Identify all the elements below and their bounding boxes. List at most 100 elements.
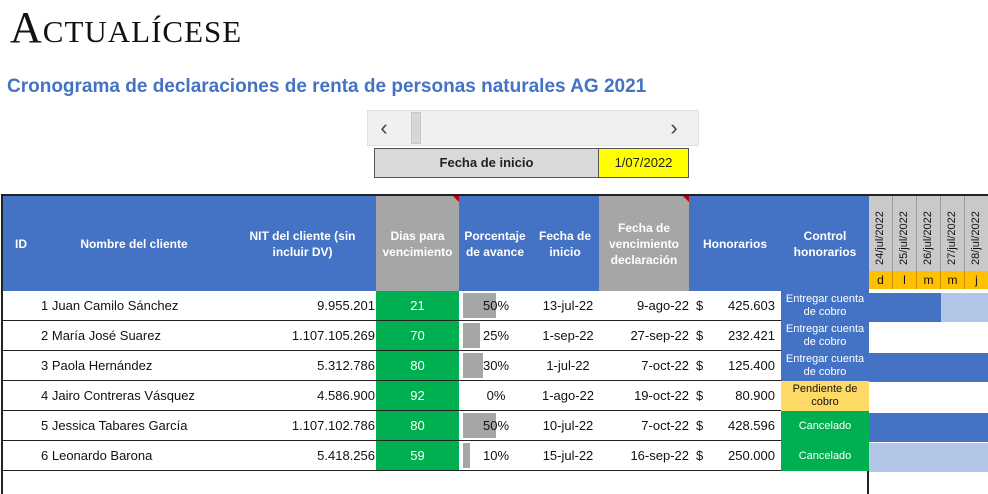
currency-symbol: $ (696, 418, 704, 433)
gantt-date-label: 27/jul/2022 (946, 211, 958, 265)
gantt-cell (917, 413, 941, 442)
client-name: Leonardo Barona (51, 448, 153, 463)
control-honorarios-cell[interactable]: Cancelado (781, 411, 869, 441)
fecha-inicio-cell[interactable]: 10-jul-22 (542, 418, 594, 433)
fecha-inicio-cell[interactable]: 1-ago-22 (541, 388, 595, 403)
table-row[interactable]: 3 Paola Hernández 5.312.786 80 30% 1-jul… (3, 351, 869, 381)
porcentaje-cell[interactable]: 10% (461, 441, 531, 470)
scroll-right-icon[interactable]: › (670, 115, 678, 140)
dias-cell[interactable]: 21 (376, 291, 459, 320)
gantt-cell (965, 293, 988, 322)
table-row[interactable]: 2 María José Suarez 1.107.105.269 70 25%… (3, 321, 869, 351)
fecha-inicio-cell[interactable]: 15-jul-22 (542, 448, 594, 463)
nit-cell[interactable]: 9.955.201 (317, 298, 375, 313)
dias-cell[interactable]: 70 (376, 321, 459, 350)
gantt-cell (941, 443, 965, 472)
gantt-date-header: 27/jul/2022 (941, 196, 965, 271)
fecha-inicio-cell[interactable]: 13-jul-22 (542, 298, 594, 313)
dias-cell[interactable]: 80 (376, 351, 459, 380)
currency-symbol: $ (696, 358, 704, 373)
client-name-cell[interactable]: 5 Jessica Tabares García (41, 411, 291, 440)
gantt-cell (965, 413, 988, 442)
client-name-cell[interactable]: 4 Jairo Contreras Vásquez (41, 381, 291, 410)
fecha-vencimiento-cell[interactable]: 19-oct-22 (634, 388, 689, 403)
honorarios-cell[interactable]: 80.900 (735, 388, 775, 403)
nit-cell[interactable]: 4.586.900 (317, 388, 375, 403)
control-honorarios-cell[interactable]: Entregar cuenta de cobro (781, 351, 869, 381)
honorarios-cell[interactable]: 250.000 (728, 448, 775, 463)
client-name-cell[interactable]: 3 Paola Hernández (41, 351, 291, 380)
gantt-cell (893, 353, 917, 382)
fecha-inicio-cell[interactable]: 1-jul-22 (546, 358, 590, 373)
currency-symbol: $ (696, 328, 704, 343)
table-row[interactable]: 6 Leonardo Barona 5.418.256 59 10% 15-ju… (3, 441, 869, 471)
nit-cell[interactable]: 5.312.786 (317, 358, 375, 373)
porcentaje-cell[interactable]: 0% (461, 381, 531, 410)
fecha-vencimiento-cell[interactable]: 16-sep-22 (630, 448, 689, 463)
honorarios-cell[interactable]: 232.421 (728, 328, 775, 343)
fecha-inicio-label: Fecha de inicio (374, 148, 599, 178)
client-name-cell[interactable]: 2 María José Suarez (41, 321, 291, 350)
porcentaje-text: 50% (482, 298, 510, 313)
honorarios-cell[interactable]: 428.596 (728, 418, 775, 433)
gantt-cell (965, 383, 988, 412)
scrollbar-thumb[interactable] (411, 112, 421, 144)
nit-cell[interactable]: 1.107.105.269 (291, 328, 375, 343)
gantt-date-label: 26/jul/2022 (922, 211, 934, 265)
nit-cell[interactable]: 1.107.102.786 (291, 418, 375, 433)
gantt-cell (869, 293, 893, 322)
porcentaje-cell[interactable]: 50% (461, 411, 531, 440)
client-name-cell[interactable]: 1 Juan Camilo Sánchez (41, 291, 291, 320)
gantt-date-header: 28/jul/2022 (965, 196, 988, 271)
header-dias-text: Dias para vencimiento (382, 228, 453, 259)
control-honorarios-cell[interactable]: Cancelado (781, 441, 869, 471)
client-id: 3 (41, 358, 49, 373)
table-row[interactable]: 1 Juan Camilo Sánchez 9.955.201 21 50% 1… (3, 291, 869, 321)
gantt-cell (869, 443, 893, 472)
fecha-vencimiento-cell[interactable]: 9-ago-22 (636, 298, 689, 313)
gantt-day-label: m (917, 271, 941, 289)
fecha-vencimiento-cell[interactable]: 7-oct-22 (641, 358, 689, 373)
gantt-cell (941, 323, 965, 352)
dias-cell[interactable]: 80 (376, 411, 459, 440)
fecha-vencimiento-cell[interactable]: 7-oct-22 (641, 418, 689, 433)
gantt-cell (893, 323, 917, 352)
dias-cell[interactable]: 59 (376, 441, 459, 470)
fecha-inicio-input[interactable]: 1/07/2022 (598, 148, 689, 178)
gantt-cell (917, 293, 941, 322)
porcentaje-cell[interactable]: 30% (461, 351, 531, 380)
header-fecha-venc-text: Fecha de vencimiento declaración (608, 220, 680, 267)
gantt-cell (941, 293, 965, 322)
client-name-cell[interactable]: 6 Leonardo Barona (41, 441, 291, 470)
table-row[interactable]: 4 Jairo Contreras Vásquez 4.586.900 92 0… (3, 381, 869, 411)
gantt-date-header: 24/jul/2022 (869, 196, 893, 271)
header-porcentaje: Porcentaje de avance (459, 196, 531, 291)
gantt-cell (893, 443, 917, 472)
header-fecha-inicio: Fecha de inicio (531, 196, 599, 291)
header-nombre: Nombre del cliente (39, 196, 229, 291)
fecha-inicio-cell[interactable]: 1-sep-22 (542, 328, 594, 343)
nit-cell[interactable]: 5.418.256 (317, 448, 375, 463)
scroll-left-icon[interactable]: ‹ (380, 115, 388, 140)
control-honorarios-cell[interactable]: Entregar cuenta de cobro (781, 321, 869, 351)
client-name: Jessica Tabares García (51, 418, 188, 433)
fecha-vencimiento-cell[interactable]: 27-sep-22 (630, 328, 689, 343)
porcentaje-text: 50% (482, 418, 510, 433)
porcentaje-text: 25% (482, 328, 510, 343)
control-honorarios-cell[interactable]: Pendiente de cobro (781, 381, 869, 411)
date-scrollbar[interactable]: ‹ › (367, 110, 699, 146)
control-honorarios-cell[interactable]: Entregar cuenta de cobro (781, 291, 869, 321)
honorarios-cell[interactable]: 425.603 (728, 298, 775, 313)
page-title: Cronograma de declaraciones de renta de … (7, 76, 647, 97)
honorarios-cell[interactable]: 125.400 (728, 358, 775, 373)
gantt-cell (869, 323, 893, 352)
progress-bar (463, 293, 496, 318)
gantt-cell (965, 353, 988, 382)
gantt-date-label: 24/jul/2022 (874, 211, 886, 265)
porcentaje-cell[interactable]: 25% (461, 321, 531, 350)
gantt-cell (917, 323, 941, 352)
table-row[interactable]: 5 Jessica Tabares García 1.107.102.786 8… (3, 411, 869, 441)
dias-cell[interactable]: 92 (376, 381, 459, 410)
logo-text: Actualícese (10, 3, 243, 52)
porcentaje-cell[interactable]: 50% (461, 291, 531, 320)
